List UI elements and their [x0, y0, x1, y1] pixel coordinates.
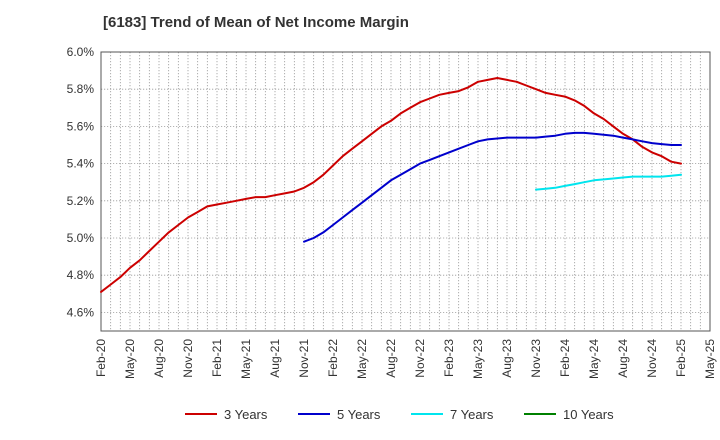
series-line-1: [100, 77, 682, 293]
x-tick-label: Feb-21: [210, 339, 224, 377]
x-tick-label: Nov-24: [645, 339, 659, 378]
y-tick-label: 4.8%: [67, 268, 95, 282]
x-tick-label: May-24: [587, 339, 601, 379]
x-tick-label: Nov-20: [181, 339, 195, 378]
x-tick-label: Aug-22: [384, 339, 398, 378]
series-line-2: [303, 131, 682, 243]
y-tick-label: 5.0%: [67, 231, 95, 245]
plot-frame: [100, 51, 711, 332]
chart-title: [6183] Trend of Mean of Net Income Margi…: [103, 14, 409, 31]
y-tick-label: 6.0%: [67, 45, 95, 59]
legend-label-2: 5 Years: [337, 407, 381, 422]
x-tick-label: Aug-24: [616, 339, 630, 378]
x-tick-label: Feb-25: [674, 339, 688, 377]
x-tick-label: Nov-22: [413, 339, 427, 378]
x-tick-label: May-22: [355, 339, 369, 379]
x-tick-label: Nov-21: [297, 339, 311, 378]
y-tick-label: 5.2%: [67, 194, 95, 208]
x-tick-label: May-23: [471, 339, 485, 379]
x-tick-label: Feb-22: [326, 339, 340, 377]
y-tick-label: 5.6%: [67, 119, 95, 133]
y-tick-label: 5.8%: [67, 82, 95, 96]
x-tick-label: Aug-23: [500, 339, 514, 378]
legend-label-4: 10 Years: [563, 407, 614, 422]
x-tick-label: Feb-24: [558, 339, 572, 377]
x-tick-label: May-25: [703, 339, 717, 379]
x-tick-label: Aug-21: [268, 339, 282, 378]
y-tick-label: 4.6%: [67, 305, 95, 319]
x-tick-label: Feb-20: [94, 339, 108, 377]
x-tick-label: May-21: [239, 339, 253, 379]
x-tick-label: Nov-23: [529, 339, 543, 378]
series-line-3: [535, 173, 682, 191]
x-tick-label: Aug-20: [152, 339, 166, 378]
x-tick-label: Feb-23: [442, 339, 456, 377]
legend-label-3: 7 Years: [450, 407, 494, 422]
y-tick-label: 5.4%: [67, 157, 95, 171]
legend-label-1: 3 Years: [224, 407, 268, 422]
x-tick-label: May-20: [123, 339, 137, 379]
